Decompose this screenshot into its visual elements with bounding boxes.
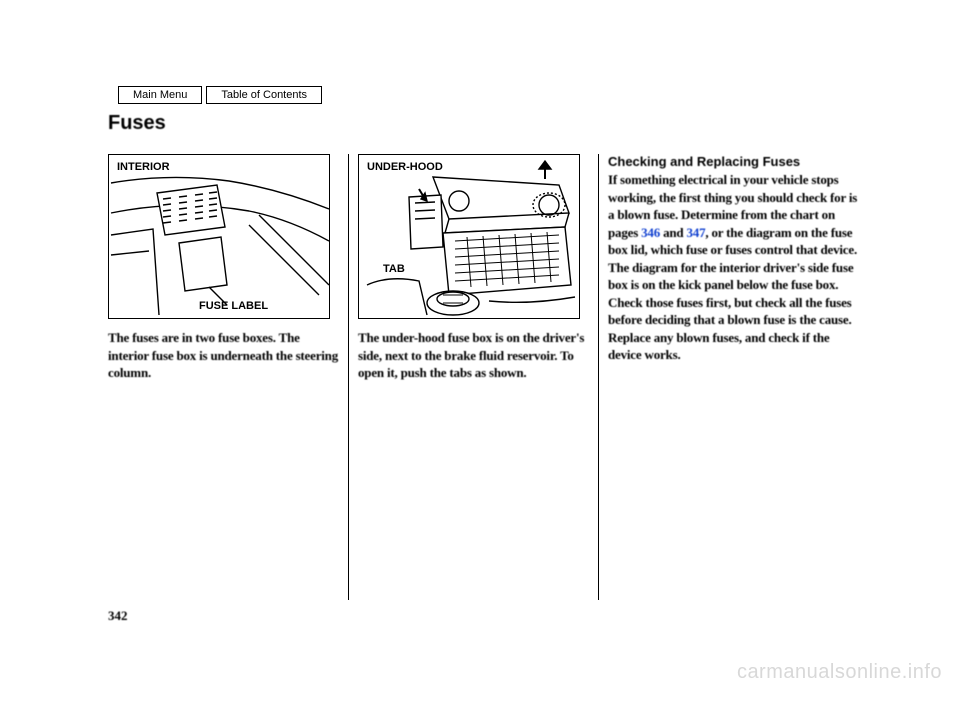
content-area: INTERIOR FUSE LABEL (108, 154, 868, 382)
figure-underhood: UNDER-HOOD TAB (358, 154, 580, 319)
body-part-c: , or the diagram on the fuse box lid, wh… (608, 225, 857, 363)
nav-bar: Main Menu Table of Contents (118, 86, 322, 104)
caption-interior: The fuses are in two fuse boxes. The int… (108, 329, 342, 382)
figure-interior: INTERIOR FUSE LABEL (108, 154, 330, 319)
column-3: Checking and Replacing Fuses If somethin… (608, 154, 858, 382)
toc-button[interactable]: Table of Contents (206, 86, 322, 104)
subheading-checking: Checking and Replacing Fuses (608, 154, 858, 169)
underhood-diagram-icon (359, 155, 580, 319)
page-link-346[interactable]: 346 (641, 225, 660, 240)
body-text: If something electrical in your vehicle … (608, 171, 858, 364)
watermark: carmanualsonline.info (737, 661, 942, 684)
figure-label-interior: INTERIOR (117, 161, 170, 173)
page-number: 342 (108, 608, 128, 624)
page-link-347[interactable]: 347 (686, 225, 705, 240)
figure-label-fuse: FUSE LABEL (199, 300, 268, 312)
page: Main Menu Table of Contents Fuses INTERI… (0, 0, 960, 714)
page-title: Fuses (108, 112, 166, 135)
column-1: INTERIOR FUSE LABEL (108, 154, 342, 382)
main-menu-button[interactable]: Main Menu (118, 86, 202, 104)
figure-label-tab: TAB (383, 263, 405, 275)
figure-label-underhood: UNDER-HOOD (367, 161, 443, 173)
caption-underhood: The under-hood fuse box is on the driver… (358, 329, 592, 382)
body-part-b: and (660, 225, 686, 240)
interior-diagram-icon (109, 155, 330, 319)
column-2: UNDER-HOOD TAB (358, 154, 592, 382)
